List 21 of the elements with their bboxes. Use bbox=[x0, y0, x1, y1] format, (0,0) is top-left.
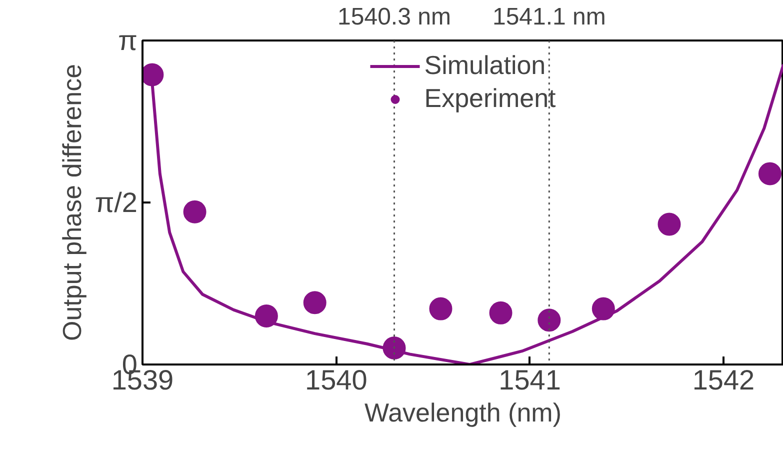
point bbox=[254, 304, 278, 328]
point bbox=[758, 162, 782, 186]
legend-label: Simulation bbox=[424, 50, 546, 81]
point bbox=[592, 297, 615, 320]
legend-label: Experiment bbox=[424, 83, 556, 114]
x-axis-title: Wavelength (nm) bbox=[364, 398, 562, 428]
point bbox=[538, 308, 561, 332]
ref-line-label: 1540.3 nm bbox=[338, 4, 451, 30]
point bbox=[658, 212, 681, 236]
point bbox=[303, 291, 326, 314]
y-axis-title: Output phase difference bbox=[56, 64, 87, 342]
x-tick-label: 1542 bbox=[692, 364, 755, 396]
point bbox=[183, 200, 206, 224]
x-tick-label: 1540 bbox=[305, 364, 368, 396]
y-tick-label: π/2 bbox=[94, 187, 138, 218]
point bbox=[429, 297, 452, 320]
point bbox=[489, 301, 512, 324]
point bbox=[382, 336, 406, 360]
y-tick-label: π bbox=[118, 25, 138, 56]
x-tick-label: 1541 bbox=[498, 364, 561, 396]
ref-line-label: 1541.1 nm bbox=[492, 4, 606, 30]
